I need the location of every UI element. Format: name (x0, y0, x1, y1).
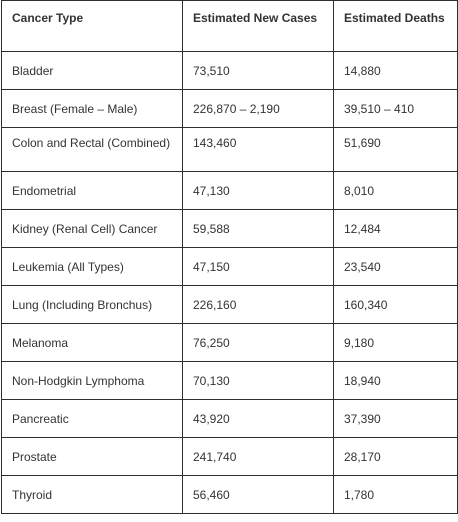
table-body: Bladder 73,510 14,880 Breast (Female – M… (1, 51, 458, 514)
cell-new-cases: 143,460 (182, 127, 334, 172)
cell-cancer-type: Leukemia (All Types) (1, 247, 183, 286)
header-estimated-new-cases: Estimated New Cases (182, 0, 334, 52)
cell-deaths: 28,170 (333, 437, 458, 476)
cell-cancer-type: Prostate (1, 437, 183, 476)
table-row: Bladder 73,510 14,880 (1, 51, 458, 90)
table-row: Kidney (Renal Cell) Cancer 59,588 12,484 (1, 209, 458, 248)
cell-deaths: 12,484 (333, 209, 458, 248)
cell-cancer-type: Thyroid (1, 475, 183, 514)
cell-cancer-type: Endometrial (1, 171, 183, 210)
table-row: Thyroid 56,460 1,780 (1, 475, 458, 514)
table-row: Melanoma 76,250 9,180 (1, 323, 458, 362)
cell-deaths: 8,010 (333, 171, 458, 210)
cell-new-cases: 43,920 (182, 399, 334, 438)
cell-new-cases: 73,510 (182, 51, 334, 90)
table-row: Colon and Rectal (Combined) 143,460 51,6… (1, 127, 458, 172)
cell-new-cases: 59,588 (182, 209, 334, 248)
cell-new-cases: 47,150 (182, 247, 334, 286)
header-estimated-deaths: Estimated Deaths (333, 0, 458, 52)
cell-deaths: 51,690 (333, 127, 458, 172)
cell-cancer-type: Non-Hodgkin Lymphoma (1, 361, 183, 400)
table-row: Leukemia (All Types) 47,150 23,540 (1, 247, 458, 286)
cell-cancer-type: Lung (Including Bronchus) (1, 285, 183, 324)
header-row: Cancer Type Estimated New Cases Estimate… (1, 0, 458, 52)
cell-new-cases: 56,460 (182, 475, 334, 514)
cell-cancer-type: Bladder (1, 51, 183, 90)
cell-new-cases: 76,250 (182, 323, 334, 362)
cell-deaths: 18,940 (333, 361, 458, 400)
table-row: Endometrial 47,130 8,010 (1, 171, 458, 210)
header-cancer-type: Cancer Type (1, 0, 183, 52)
cell-new-cases: 241,740 (182, 437, 334, 476)
cell-new-cases: 70,130 (182, 361, 334, 400)
cell-cancer-type: Kidney (Renal Cell) Cancer (1, 209, 183, 248)
cell-new-cases: 226,870 – 2,190 (182, 89, 334, 128)
cell-deaths: 1,780 (333, 475, 458, 514)
cell-deaths: 39,510 – 410 (333, 89, 458, 128)
cell-new-cases: 47,130 (182, 171, 334, 210)
cell-cancer-type: Colon and Rectal (Combined) (1, 127, 183, 172)
cell-deaths: 23,540 (333, 247, 458, 286)
cell-deaths: 9,180 (333, 323, 458, 362)
table-header: Cancer Type Estimated New Cases Estimate… (1, 0, 458, 52)
table-row: Pancreatic 43,920 37,390 (1, 399, 458, 438)
table-row: Prostate 241,740 28,170 (1, 437, 458, 476)
cell-deaths: 37,390 (333, 399, 458, 438)
cell-deaths: 160,340 (333, 285, 458, 324)
cell-new-cases: 226,160 (182, 285, 334, 324)
cell-cancer-type: Melanoma (1, 323, 183, 362)
cell-cancer-type: Pancreatic (1, 399, 183, 438)
cell-cancer-type: Breast (Female – Male) (1, 89, 183, 128)
cell-deaths: 14,880 (333, 51, 458, 90)
table-row: Non-Hodgkin Lymphoma 70,130 18,940 (1, 361, 458, 400)
table-row: Lung (Including Bronchus) 226,160 160,34… (1, 285, 458, 324)
table-row: Breast (Female – Male) 226,870 – 2,190 3… (1, 89, 458, 128)
